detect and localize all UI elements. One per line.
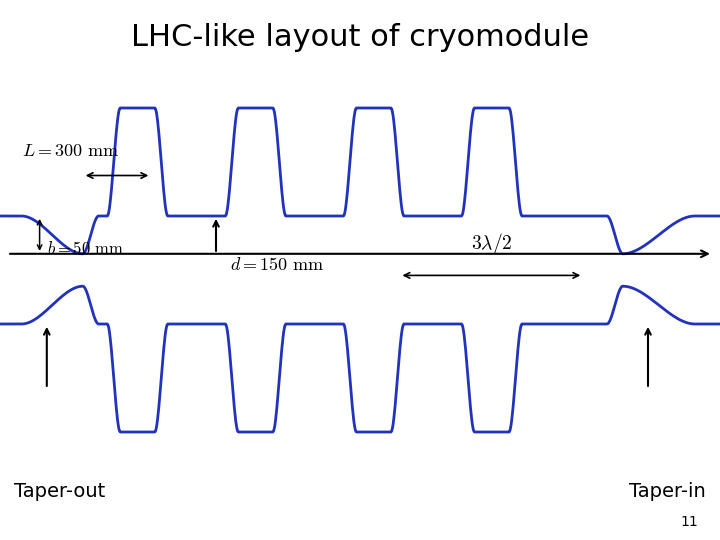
Text: $d = 150\ \mathrm{mm}$: $d = 150\ \mathrm{mm}$ — [230, 256, 324, 274]
Text: $b = 50\ \mathrm{mm}$: $b = 50\ \mathrm{mm}$ — [47, 240, 124, 258]
Text: $L = 300\ \mathrm{mm}$: $L = 300\ \mathrm{mm}$ — [22, 142, 118, 160]
Text: $3\lambda/2$: $3\lambda/2$ — [471, 232, 512, 256]
Text: Taper-out: Taper-out — [14, 482, 106, 501]
Text: 11: 11 — [680, 515, 698, 529]
Text: LHC-like layout of cryomodule: LHC-like layout of cryomodule — [131, 23, 589, 52]
Text: Taper-in: Taper-in — [629, 482, 706, 501]
